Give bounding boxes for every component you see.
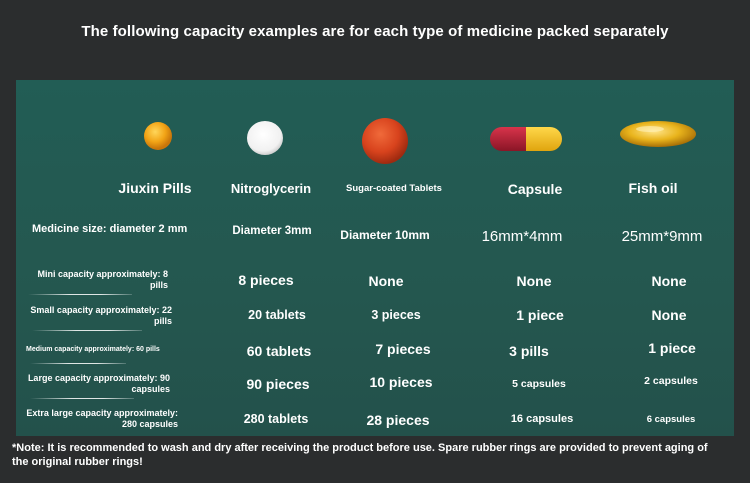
extra-large-sugar-coated-tablets: 28 pieces xyxy=(366,412,430,428)
softgel-icon xyxy=(620,121,696,147)
extra-large-nitroglycerin: 280 tablets xyxy=(243,412,309,426)
large-fish-oil: 2 capsules xyxy=(644,375,698,387)
medium-capsule: 3 pills xyxy=(509,343,549,359)
page-title: The following capacity examples are for … xyxy=(81,22,669,40)
column-header-jiuxin-pills: Jiuxin Pills xyxy=(118,180,192,196)
extra-large-capsule: 16 capsules xyxy=(510,413,574,425)
white-tablet-icon xyxy=(247,121,283,155)
row-label-large-capacity: Large capacity approximately: 90 capsule… xyxy=(27,373,170,394)
mini-fish-oil: None xyxy=(651,273,687,289)
large-nitroglycerin: 90 pieces xyxy=(246,376,310,392)
small-nitroglycerin: 20 tablets xyxy=(248,308,306,322)
size-capsule: 16mm*4mm xyxy=(481,228,563,245)
extra-large-fish-oil: 6 capsules xyxy=(646,414,696,425)
size-sugar-coated-tablets: Diameter 10mm xyxy=(340,228,430,242)
small-capsule: 1 piece xyxy=(516,307,564,323)
row-divider xyxy=(30,363,126,364)
medium-fish-oil: 1 piece xyxy=(648,340,696,356)
column-header-sugar-coated-tablets: Sugar-coated Tablets xyxy=(346,183,442,194)
row-label-mini-capacity: Mini capacity approximately: 8 pills xyxy=(37,269,168,290)
usage-note: *Note: It is recommended to wash and dry… xyxy=(12,442,708,468)
row-divider xyxy=(28,294,132,295)
capsule-icon xyxy=(490,127,562,151)
size-fish-oil: 25mm*9mm xyxy=(621,228,703,245)
column-header-fish-oil: Fish oil xyxy=(628,180,678,196)
medium-nitroglycerin: 60 tablets xyxy=(246,343,312,359)
size-row-label: Medicine size: diameter 2 mm xyxy=(32,223,188,235)
row-label-extra-large-capacity: Extra large capacity approximately: 280 … xyxy=(26,408,178,429)
column-header-capsule: Capsule xyxy=(507,181,563,197)
small-fish-oil: None xyxy=(651,307,687,323)
page-header: The following capacity examples are for … xyxy=(0,0,750,62)
mini-capsule: None xyxy=(516,273,552,289)
medium-sugar-coated-tablets: 7 pieces xyxy=(375,341,431,357)
small-sugar-coated-tablets: 3 pieces xyxy=(371,308,421,322)
column-header-nitroglycerin: Nitroglycerin xyxy=(230,181,312,196)
large-capsule: 5 capsules xyxy=(512,378,566,390)
mini-sugar-coated-tablets: None xyxy=(368,273,404,289)
row-label-small-capacity: Small capacity approximately: 22 pills xyxy=(30,305,172,326)
row-label-medium-capacity: Medium capacity approximately: 60 pills xyxy=(26,346,160,353)
mini-nitroglycerin: 8 pieces xyxy=(238,272,294,288)
large-sugar-coated-tablets: 10 pieces xyxy=(369,374,433,390)
size-nitroglycerin: Diameter 3mm xyxy=(232,225,312,237)
row-divider xyxy=(32,330,142,331)
red-tablet-icon xyxy=(362,118,408,164)
orange-pill-icon xyxy=(144,122,172,150)
row-divider xyxy=(30,398,134,399)
